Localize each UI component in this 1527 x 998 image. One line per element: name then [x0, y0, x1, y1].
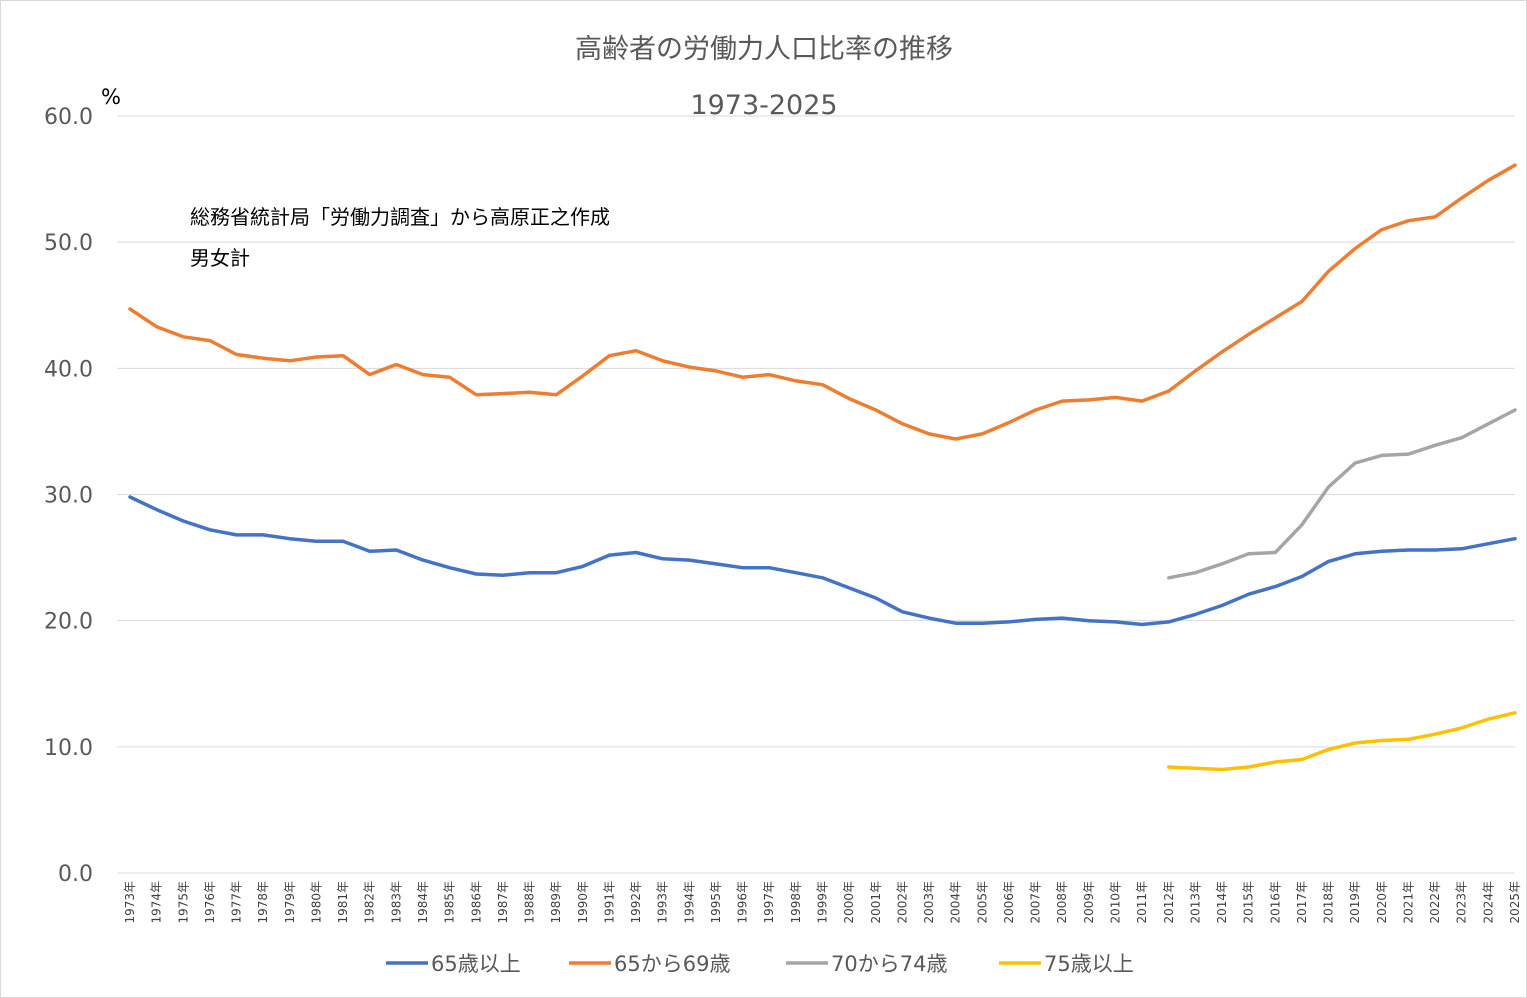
x-tick-label: 2006年 — [1002, 881, 1016, 924]
x-tick-label: 2004年 — [949, 881, 963, 924]
x-tick-label: 2012年 — [1162, 881, 1176, 924]
x-tick-label: 1973年 — [123, 881, 137, 924]
x-tick-label: 2022年 — [1428, 881, 1442, 924]
legend-label-1: 65歳以上 — [431, 952, 521, 976]
x-tick-label: 2021年 — [1401, 881, 1415, 924]
x-tick-label: 1990年 — [576, 881, 590, 924]
legend-label-2: 65から69歳 — [614, 952, 730, 976]
x-tick-label: 2007年 — [1029, 881, 1043, 924]
y-tick-label: 0.0 — [58, 862, 93, 887]
y-tick-label: 30.0 — [44, 484, 93, 509]
x-tick-label: 2010年 — [1108, 881, 1122, 924]
x-tick-label: 2000年 — [842, 881, 856, 924]
x-tick-label: 1996年 — [736, 881, 750, 924]
x-tick-label: 2025年 — [1508, 881, 1522, 924]
x-tick-label: 2020年 — [1375, 881, 1389, 924]
x-tick-label: 2009年 — [1082, 881, 1096, 924]
y-tick-label: 20.0 — [44, 610, 93, 635]
x-tick-label: 1977年 — [230, 881, 244, 924]
x-tick-label: 2001年 — [869, 881, 883, 924]
x-tick-label: 1980年 — [309, 881, 323, 924]
x-tick-label: 1997年 — [762, 881, 776, 924]
x-tick-label: 2013年 — [1188, 881, 1202, 924]
series-lines — [128, 163, 1517, 772]
legend: 65歳以上 65から69歳 70から74歳 75歳以上 — [386, 952, 1134, 976]
x-tick-label: 1994年 — [682, 881, 696, 924]
series-line-4 — [1167, 711, 1517, 772]
x-tick-label: 1986年 — [469, 881, 483, 924]
x-tick-label: 2024年 — [1481, 881, 1495, 924]
x-tick-label: 1987年 — [496, 881, 510, 924]
source-note: 総務省統計局「労働力調査」から高原正之作成 — [190, 205, 610, 229]
chart-title: 高齢者の労働力人口比率の推移 — [575, 34, 953, 65]
x-tick-label: 2015年 — [1242, 881, 1256, 924]
x-tick-label: 1999年 — [816, 881, 830, 924]
x-tick-label: 1992年 — [629, 881, 643, 924]
x-tick-label: 1982年 — [363, 881, 377, 924]
legend-label-4: 75歳以上 — [1044, 952, 1134, 976]
y-axis-unit: % — [101, 85, 121, 109]
y-tick-label: 60.0 — [44, 105, 93, 130]
x-tick-label: 1976年 — [203, 881, 217, 924]
x-tick-label: 2003年 — [922, 881, 936, 924]
x-tick-label: 2008年 — [1055, 881, 1069, 924]
y-tick-label: 50.0 — [44, 231, 93, 256]
x-tick-label: 2005年 — [975, 881, 989, 924]
x-tick-label: 1988年 — [523, 881, 537, 924]
y-axis-ticks: 0.0 10.0 20.0 30.0 40.0 50.0 60.0 — [44, 105, 93, 887]
x-axis-ticks: 1973年 1974年 1975年 1976年 1977年 1978年 1979年 1980年… — [123, 881, 1522, 924]
x-tick-label: 1984年 — [416, 881, 430, 924]
x-tick-label: 2016年 — [1268, 881, 1282, 924]
series-line-1 — [128, 495, 1517, 627]
x-tick-label: 2002年 — [895, 881, 909, 924]
x-tick-label: 2018年 — [1322, 881, 1336, 924]
y-tick-label: 10.0 — [44, 736, 93, 761]
x-tick-label: 1978年 — [256, 881, 270, 924]
x-tick-label: 1998年 — [789, 881, 803, 924]
x-tick-label: 1983年 — [389, 881, 403, 924]
gridlines — [117, 115, 1515, 874]
x-tick-label: 2011年 — [1135, 881, 1149, 924]
x-tick-label: 2017年 — [1295, 881, 1309, 924]
x-tick-label: 1975年 — [176, 881, 190, 924]
y-tick-label: 40.0 — [44, 357, 93, 382]
x-tick-label: 1993年 — [656, 881, 670, 924]
x-tick-label: 1979年 — [283, 881, 297, 924]
x-tick-label: 1981年 — [336, 881, 350, 924]
gender-note: 男女計 — [190, 246, 250, 270]
legend-label-3: 70から74歳 — [831, 952, 947, 976]
x-tick-label: 1989年 — [549, 881, 563, 924]
x-tick-label: 1974年 — [150, 881, 164, 924]
x-tick-label: 2014年 — [1215, 881, 1229, 924]
x-tick-label: 1991年 — [602, 881, 616, 924]
x-tick-label: 2019年 — [1348, 881, 1362, 924]
x-tick-label: 2023年 — [1455, 881, 1469, 924]
series-line-2 — [128, 163, 1517, 441]
series-line-3 — [1167, 408, 1517, 580]
x-tick-label: 1995年 — [709, 881, 723, 924]
x-tick-label: 1985年 — [443, 881, 457, 924]
